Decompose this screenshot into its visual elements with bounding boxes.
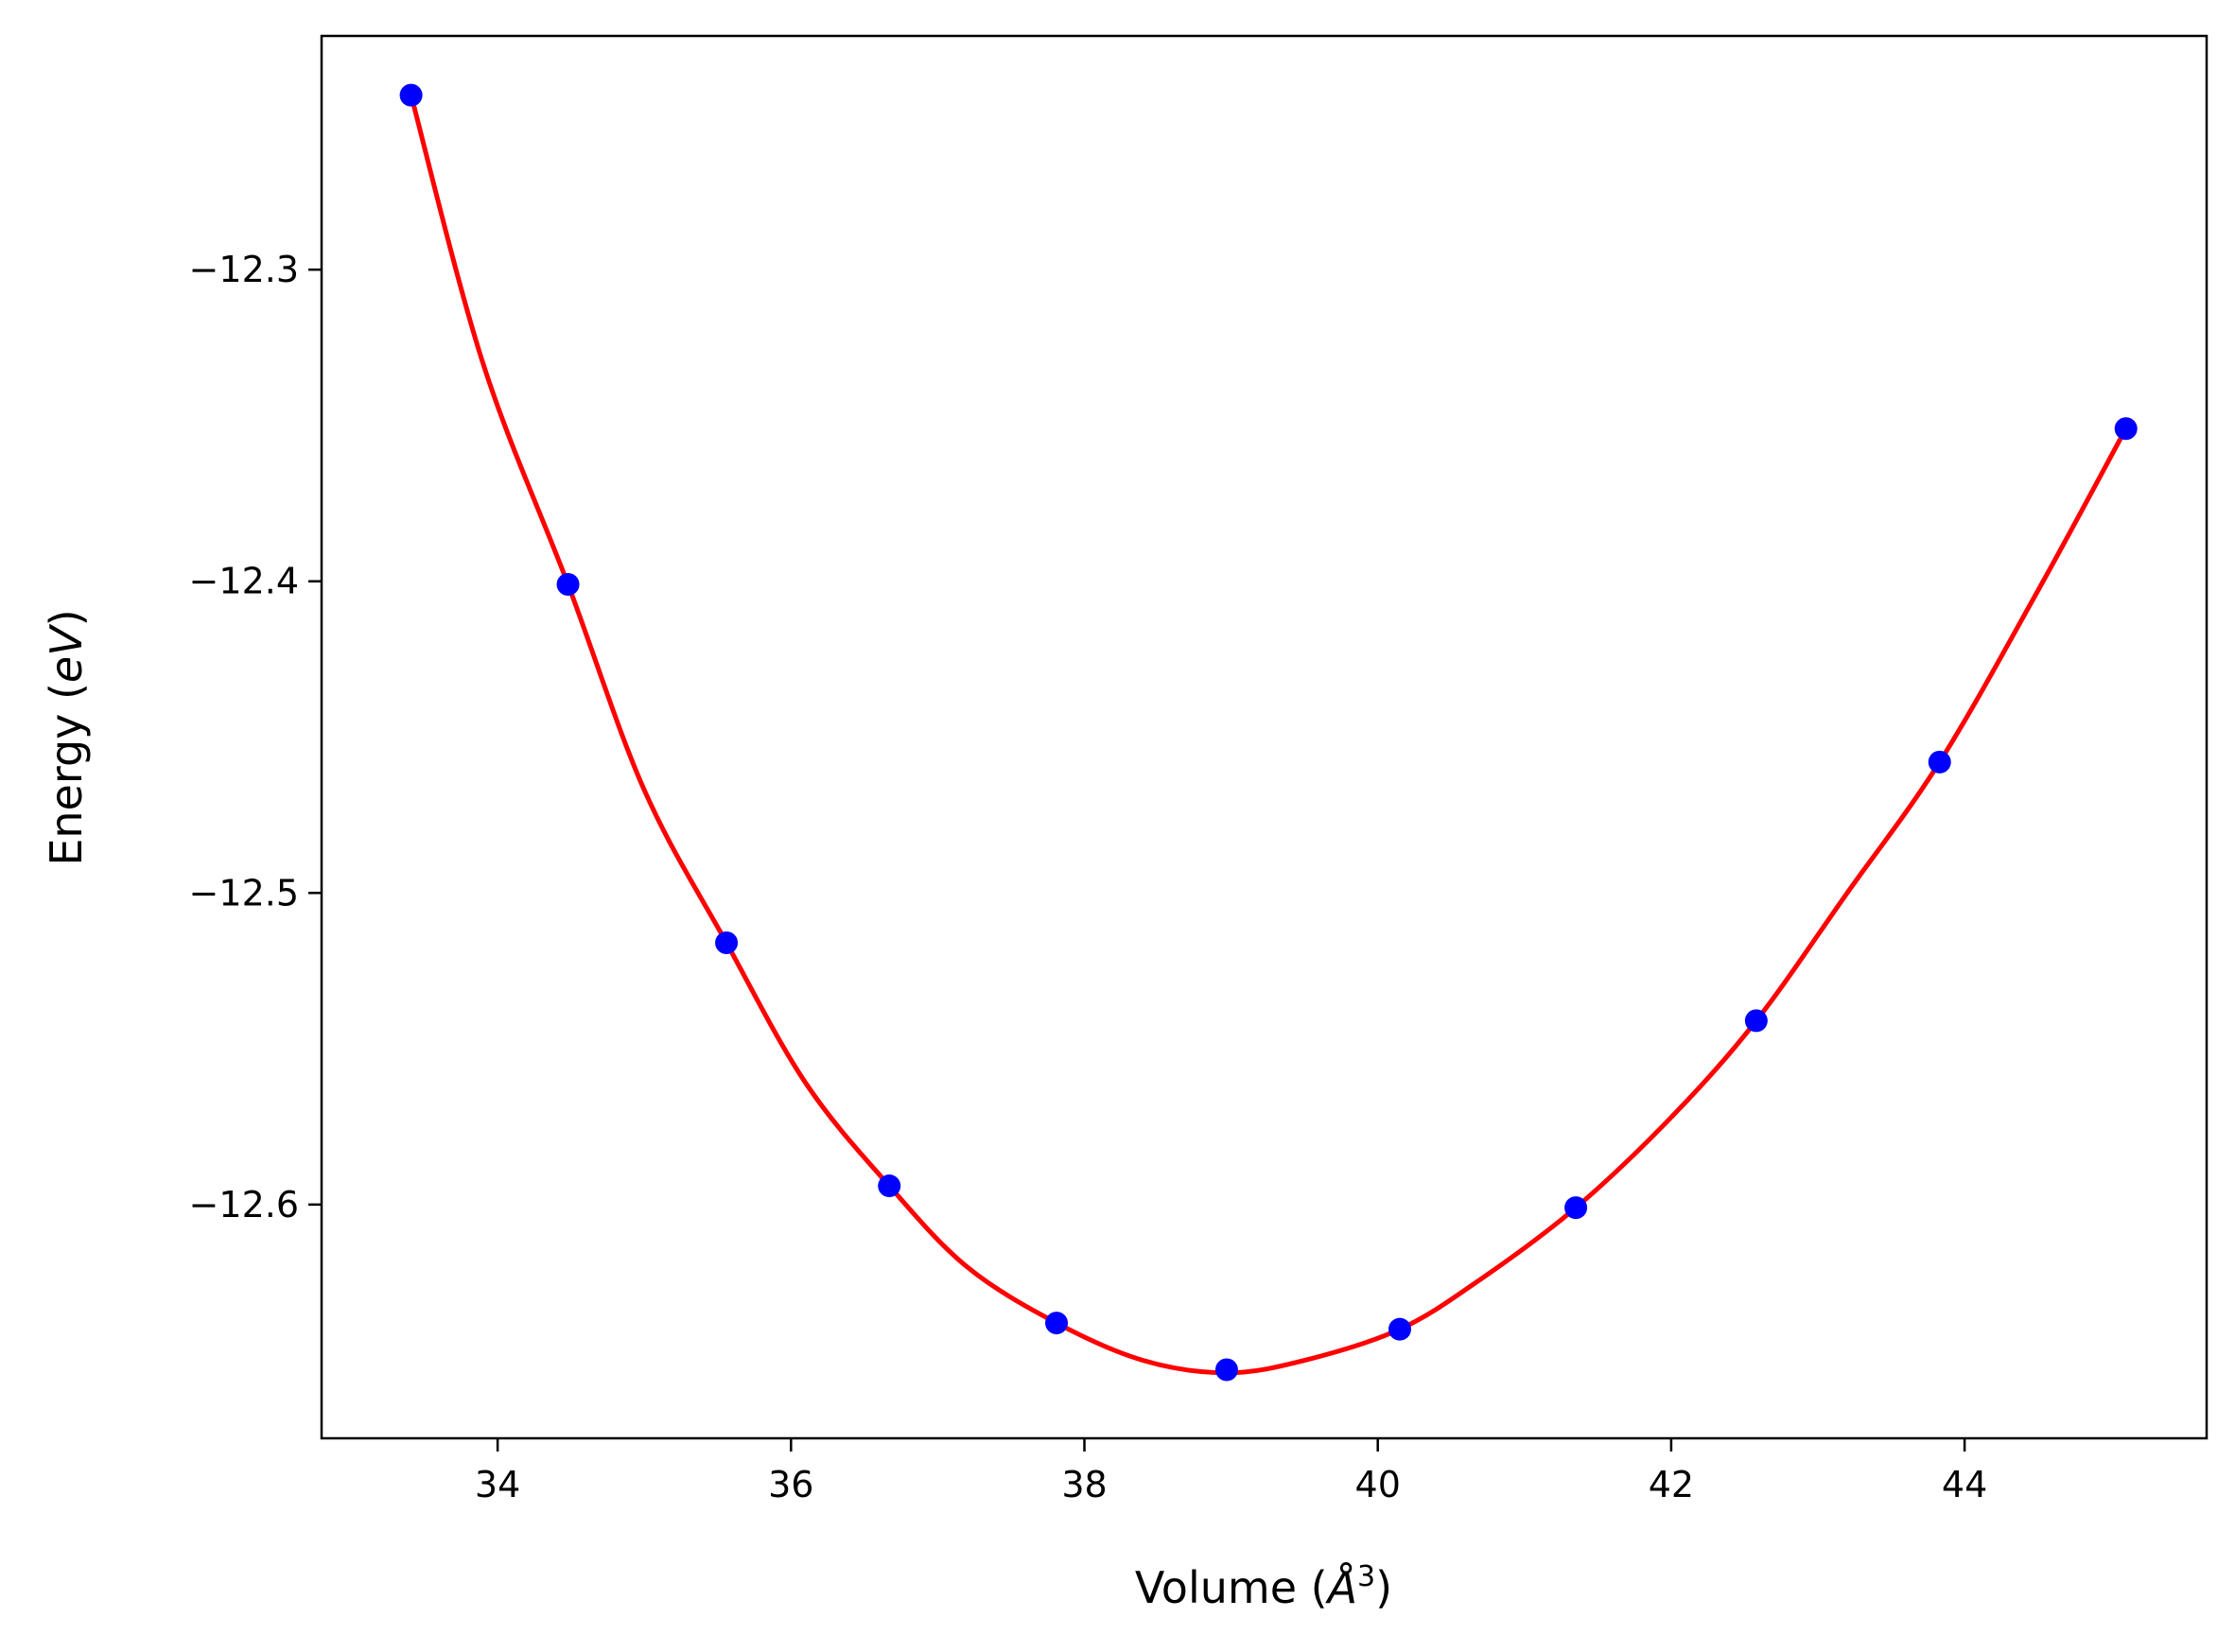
y-tick-label: −12.6	[189, 1184, 299, 1226]
x-tick-label: 36	[768, 1464, 813, 1505]
data-point	[2114, 417, 2138, 441]
data-point	[1744, 1009, 1768, 1033]
data-point	[1564, 1196, 1588, 1220]
x-axis-title: Volume (Å3)	[1135, 1560, 1392, 1613]
data-point	[1045, 1312, 1069, 1335]
data-point	[1928, 750, 1951, 774]
x-tick-label: 38	[1061, 1464, 1107, 1505]
plot-area	[399, 83, 2138, 1382]
data-point	[399, 83, 423, 107]
data-point	[878, 1174, 901, 1198]
y-tick-label: −12.5	[189, 872, 299, 913]
data-point	[715, 931, 739, 955]
axes: 34 36 38 40 42 44 −12.3 −12.4 −12.5 −12.6	[189, 249, 1988, 1505]
data-point	[556, 573, 580, 597]
data-point	[1214, 1358, 1238, 1382]
y-tick-label: −12.3	[189, 249, 299, 290]
x-tick-label: 40	[1355, 1464, 1401, 1505]
fit-curve	[409, 94, 2128, 1376]
x-tick-label: 34	[475, 1464, 520, 1505]
data-point	[1388, 1317, 1411, 1341]
y-tick-label: −12.4	[189, 561, 299, 602]
y-axis-title: Energy (eV)	[41, 609, 92, 865]
x-tick-label: 44	[1942, 1464, 1987, 1505]
x-tick-label: 42	[1649, 1464, 1694, 1505]
plot-frame	[320, 34, 2209, 1440]
